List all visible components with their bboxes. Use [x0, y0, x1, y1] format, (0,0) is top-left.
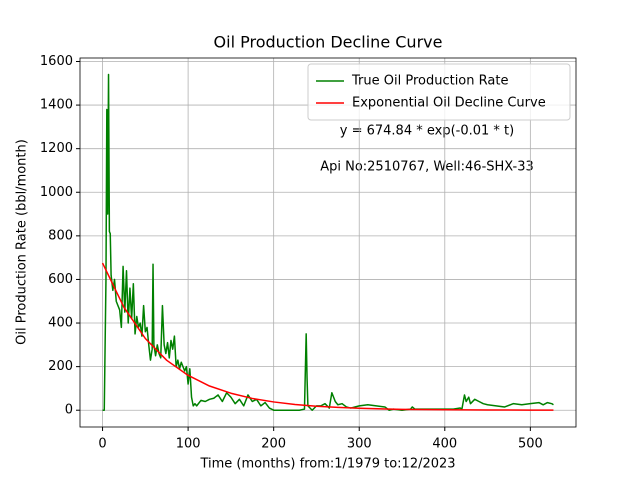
y-tick-label: 1200 — [40, 141, 73, 156]
y-tick-label: 800 — [48, 228, 73, 243]
plot-frame — [79, 57, 577, 428]
legend-label: Exponential Oil Decline Curve — [352, 96, 546, 111]
y-tick-label: 1600 — [40, 54, 73, 69]
x-tick-label: 100 — [176, 437, 201, 452]
chart-title: Oil Production Decline Curve — [214, 33, 443, 52]
data-line — [101, 262, 554, 411]
legend-label: True Oil Production Rate — [351, 74, 508, 89]
y-tick-label: 200 — [48, 359, 73, 374]
y-tick-label: 600 — [48, 272, 73, 287]
x-tick-label: 400 — [432, 437, 457, 452]
x-tick-label: 500 — [518, 437, 543, 452]
y-tick-label: 400 — [48, 316, 73, 331]
annotation: Api No:2510767, Well:46-SHX-33 — [320, 160, 534, 175]
x-axis-label: Time (months) from:1/1979 to:12/2023 — [199, 457, 455, 472]
y-axis-label: Oil Production Rate (bbl/month) — [15, 139, 30, 345]
x-tick-label: 0 — [98, 437, 106, 452]
y-tick-label: 1000 — [40, 185, 73, 200]
y-tick-label: 1400 — [40, 98, 73, 113]
x-tick-label: 300 — [347, 437, 372, 452]
legend-box — [307, 63, 571, 121]
y-tick-label: 0 — [65, 403, 73, 418]
x-tick-label: 200 — [261, 437, 286, 452]
annotation: y = 674.84 * exp(-0.01 * t) — [340, 124, 514, 139]
